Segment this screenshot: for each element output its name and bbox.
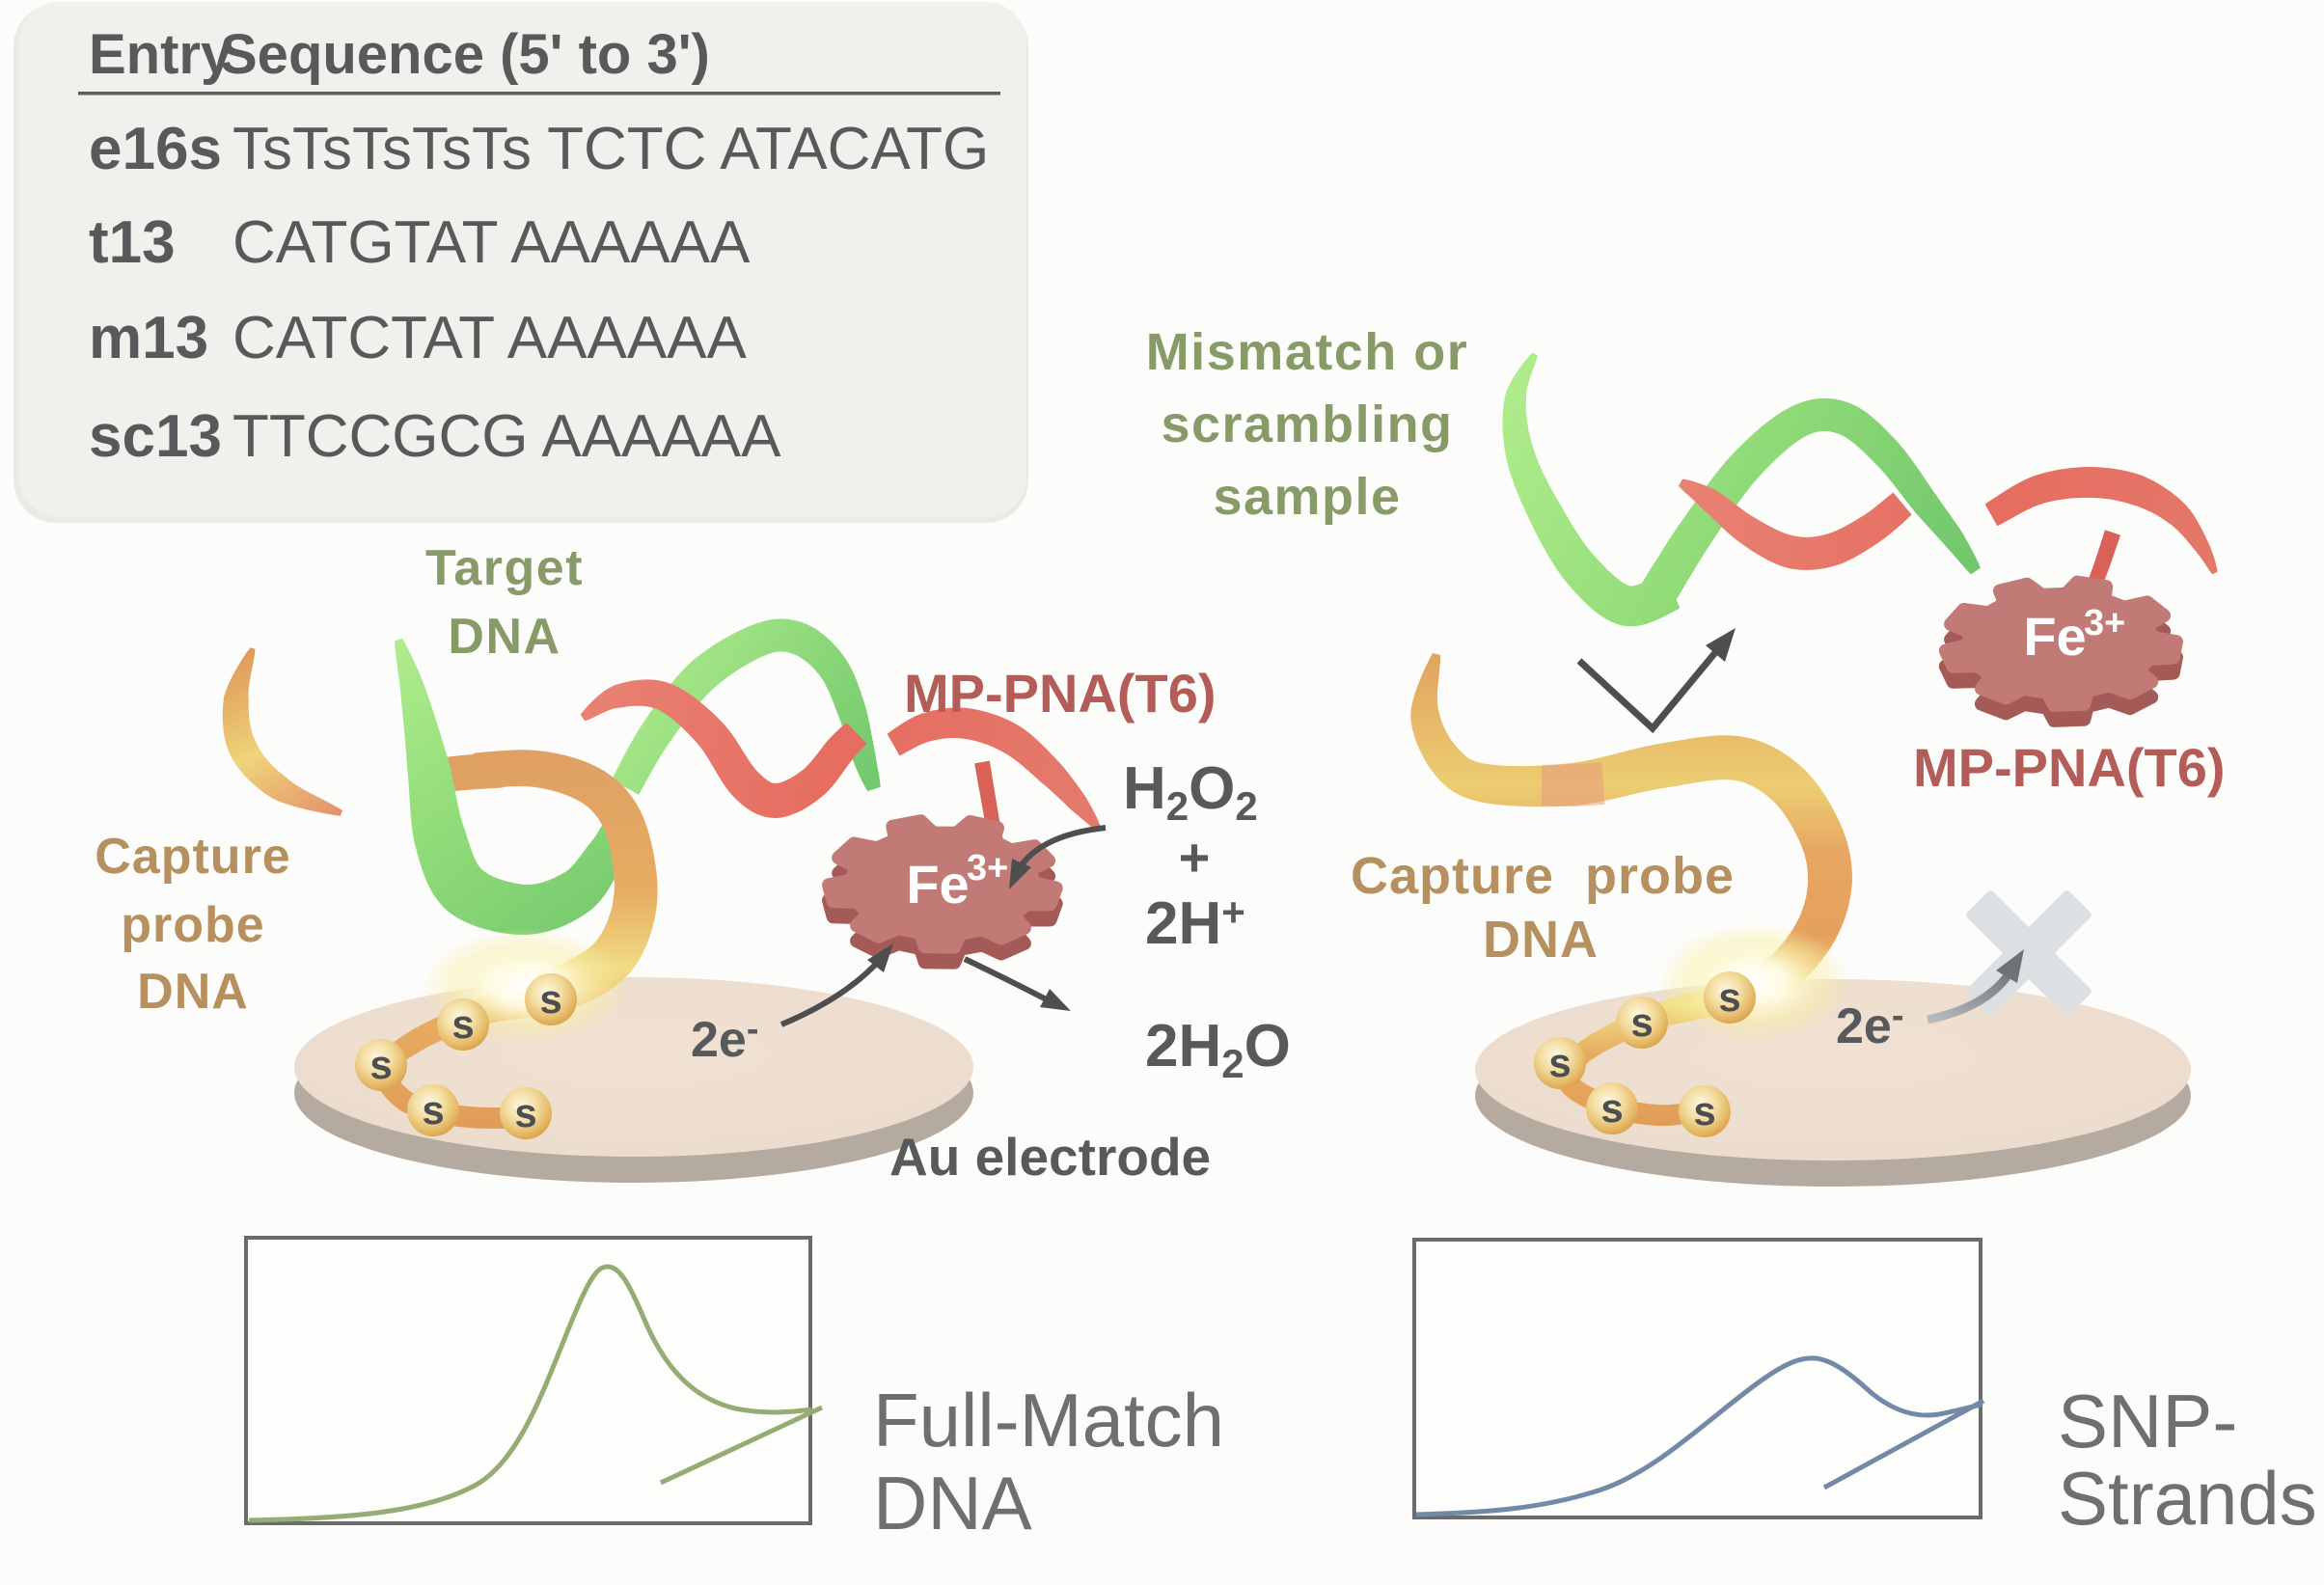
svg-text:CATGTAT AAAAAA: CATGTAT AAAAAA [232,209,751,276]
svg-text:DNA: DNA [873,1461,1032,1545]
svg-text:+: + [1179,827,1211,888]
svg-text:s: s [422,1087,444,1133]
svg-text:DNA: DNA [137,964,249,1020]
svg-text:TTCCGCG AAAAAA: TTCCGCG AAAAAA [232,403,781,470]
svg-text:3+: 3+ [2084,603,2125,643]
svg-text:Strands: Strands [2058,1456,2317,1541]
svg-text:e16s: e16s [89,116,222,182]
svg-text:Full-Match: Full-Match [873,1378,1224,1462]
svg-text:MP-PNA(T6): MP-PNA(T6) [1913,737,2226,798]
svg-text:Entry: Entry [89,23,232,86]
svg-text:Fe: Fe [906,854,969,915]
svg-text:3+: 3+ [967,848,1008,888]
svg-text:m13: m13 [89,305,208,371]
svg-text:s: s [1630,999,1653,1045]
svg-text:2H2O: 2H2O [1145,1013,1291,1086]
svg-text:s: s [514,1090,536,1135]
svg-text:s: s [1693,1088,1715,1134]
svg-text:sample: sample [1213,468,1401,526]
svg-text:DNA: DNA [448,609,560,665]
svg-text:Sequence (5' to 3'): Sequence (5' to 3') [220,23,710,86]
svg-text:s: s [451,1001,474,1047]
svg-text:Fe: Fe [2023,606,2086,667]
svg-text:H2O2: H2O2 [1123,755,1258,829]
svg-text:s: s [1548,1040,1571,1085]
svg-text:Capture probe: Capture probe [1351,847,1735,905]
svg-text:s: s [1718,974,1740,1020]
svg-text:MP-PNA(T6): MP-PNA(T6) [904,663,1217,724]
svg-text:TsTsTsTsTs TCTC ATACATG: TsTsTsTsTs TCTC ATACATG [232,116,989,182]
svg-text:s: s [369,1042,392,1087]
svg-text:Capture: Capture [95,829,290,885]
svg-text:Au electrode: Au electrode [889,1127,1211,1187]
svg-text:s: s [539,976,561,1022]
svg-text:sc13: sc13 [89,403,222,470]
svg-text:s: s [1600,1085,1623,1131]
svg-text:scrambling: scrambling [1161,396,1453,453]
svg-text:SNP-: SNP- [2058,1379,2237,1463]
svg-text:DNA: DNA [1483,911,1599,969]
svg-text:CATCTAT AAAAAA: CATCTAT AAAAAA [232,305,748,371]
svg-text:t13: t13 [89,209,176,276]
svg-text:probe: probe [121,897,264,953]
svg-text:Mismatch or: Mismatch or [1146,323,1469,381]
svg-text:Target: Target [425,540,584,596]
